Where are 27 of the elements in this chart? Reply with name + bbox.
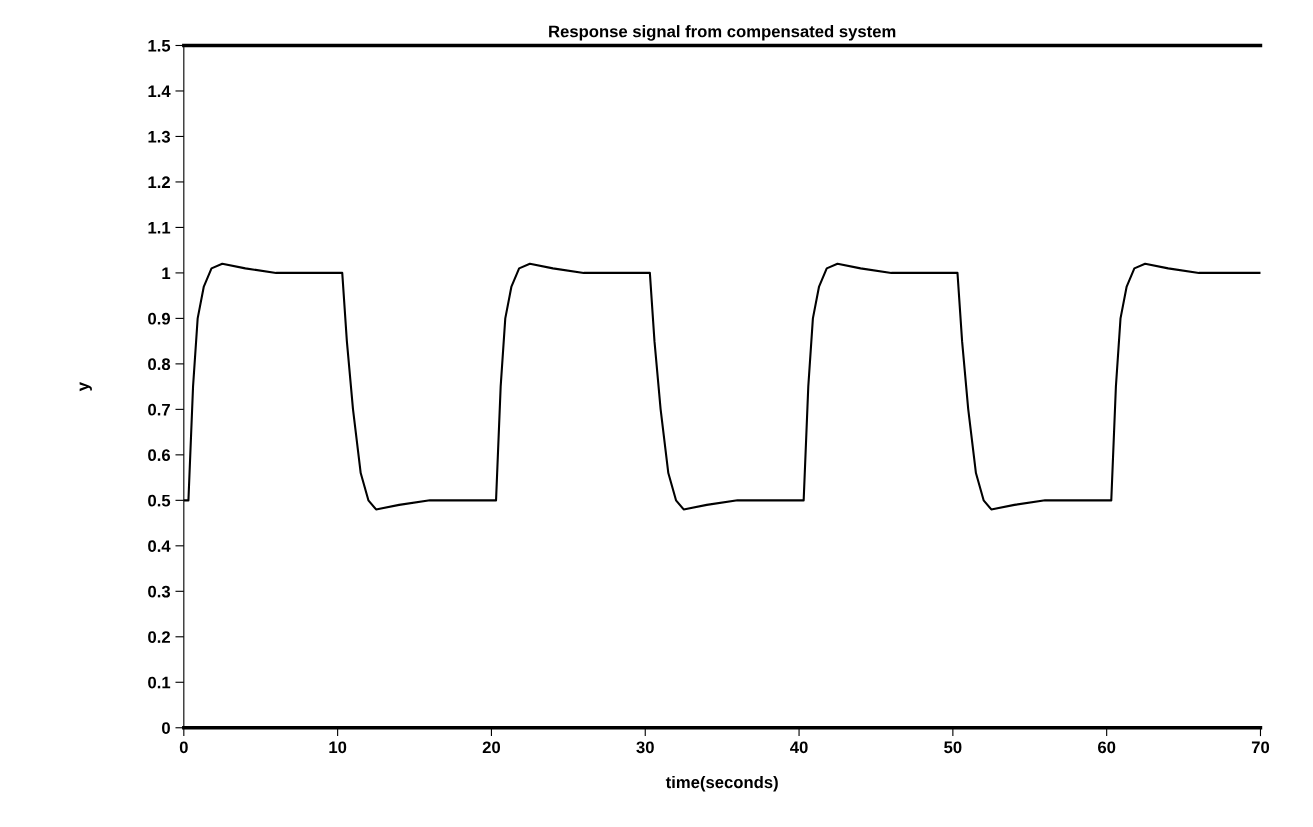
y-tick-label: 0.7 (148, 403, 170, 416)
x-tick-label: 20 (482, 741, 501, 754)
y-tick-label: 1 (162, 267, 171, 279)
y-tick-label: 1.5 (148, 40, 171, 52)
y-tick-label: 0.9 (148, 312, 171, 325)
y-tick-label: 0.3 (148, 585, 171, 598)
x-tick-label: 40 (790, 741, 808, 754)
y-tick-label: 1.4 (148, 85, 171, 98)
y-tick-label: 0.4 (148, 540, 171, 553)
x-axis-title: time(seconds) (665, 775, 778, 792)
y-tick-label: 1.2 (148, 176, 170, 188)
x-tick-label: 50 (944, 741, 962, 754)
y-axis-title: y (79, 382, 92, 392)
x-tick-label: 70 (1251, 741, 1270, 754)
y-tick-label: 0 (162, 722, 170, 734)
y-tick-label: 0.8 (148, 358, 171, 371)
x-tick-label: 10 (329, 741, 347, 754)
x-tick-label: 30 (636, 741, 654, 754)
y-tick-label: 1.3 (148, 130, 171, 143)
chart-title: Response signal from compensated system (549, 25, 896, 41)
y-tick-label: 0.5 (148, 494, 171, 507)
x-tick-label: 0 (179, 741, 188, 754)
y-tick-label: 1.1 (148, 222, 171, 234)
y-tick-label: 0.2 (148, 631, 170, 643)
y-tick-label: 0.6 (148, 449, 171, 462)
y-tick-label: 0.1 (148, 676, 171, 689)
x-tick-label: 60 (1098, 741, 1116, 754)
